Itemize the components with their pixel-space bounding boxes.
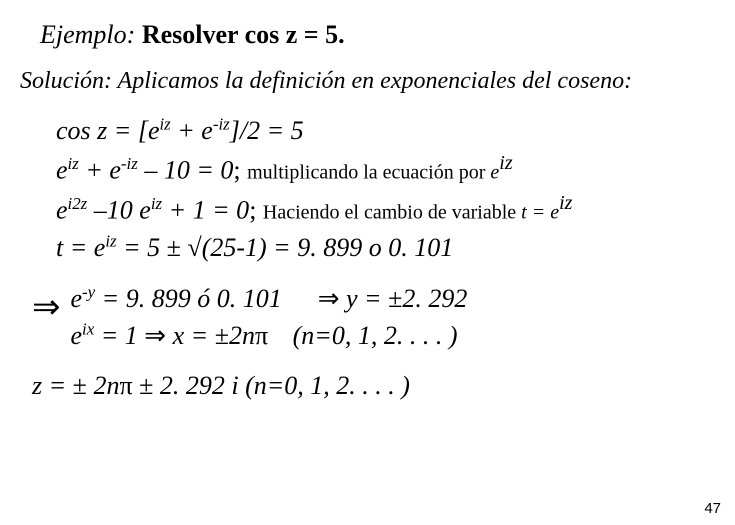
- equation-3: ei2z –10 eiz + 1 = 0; Haciendo el cambio…: [56, 190, 717, 228]
- equation-1: cos z = [eiz + e-iz]/2 = 5: [56, 113, 717, 148]
- example-title: Ejemplo: Resolver cos z = 5.: [40, 20, 717, 50]
- equation-4: t = eiz = 5 ± √(25-1) = 9. 899 o 0. 101: [56, 230, 717, 265]
- imply-line-1: e-y = 9. 899 ó 0. 101⇒ y = ±2. 292: [71, 281, 468, 316]
- equation-2: eiz + e-iz – 10 = 0; multiplicando la ec…: [56, 150, 717, 188]
- imply-line-2: eix = 1 ⇒ x = ±2nπ (n=0, 1, 2. . . . ): [71, 318, 468, 353]
- equation-block: cos z = [eiz + e-iz]/2 = 5 eiz + e-iz – …: [56, 113, 717, 265]
- implication-content: e-y = 9. 899 ó 0. 101⇒ y = ±2. 292 eix =…: [71, 279, 468, 355]
- slide: Ejemplo: Resolver cos z = 5. Solución: A…: [0, 0, 735, 525]
- title-prefix: Ejemplo:: [40, 20, 135, 49]
- solution-intro: Solución: Aplicamos la definición en exp…: [20, 68, 717, 95]
- implies-icon: ⇒: [32, 287, 61, 327]
- title-bold: Resolver cos z = 5.: [142, 20, 345, 49]
- implication-block: ⇒ e-y = 9. 899 ó 0. 101⇒ y = ±2. 292 eix…: [32, 279, 717, 355]
- final-result: z = ± 2nπ ± 2. 292 i (n=0, 1, 2. . . . ): [32, 371, 717, 401]
- page-number: 47: [704, 500, 721, 517]
